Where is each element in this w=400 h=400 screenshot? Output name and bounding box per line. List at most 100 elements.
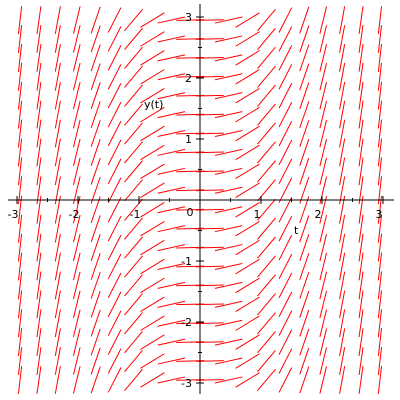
slope-segment-13-18	[257, 27, 276, 50]
slope-segment-1-1	[36, 347, 42, 375]
slope-segment-5-5	[107, 272, 122, 299]
x-tick-label: -1	[130, 208, 141, 221]
slope-segment-17-10	[339, 176, 346, 205]
slope-segment-12-9	[235, 202, 260, 218]
slope-segment-3-13	[72, 119, 81, 148]
slope-segment-11-15	[214, 92, 243, 100]
slope-segment-12-7	[235, 239, 260, 256]
slope-segment-15-13	[299, 120, 310, 147]
slope-segment-4-0	[90, 366, 101, 394]
slope-segment-8-0	[157, 376, 186, 384]
slope-segment-3-11	[72, 157, 81, 186]
slope-segment-2-5	[54, 271, 61, 300]
slope-segment-4-3	[90, 309, 101, 337]
slope-segment-4-12	[90, 139, 101, 166]
slope-segment-14-2	[278, 329, 293, 355]
slope-segment-16-7	[319, 233, 328, 262]
slope-segment-3-2	[72, 328, 81, 356]
slope-segment-2-15	[54, 81, 61, 110]
slope-segment-18-3	[358, 309, 364, 338]
slope-segment-11-12	[214, 148, 243, 156]
slope-segment-5-14	[107, 101, 122, 128]
slope-segment-13-15	[257, 84, 276, 107]
slope-segment-11-5	[214, 281, 243, 289]
slope-segment-13-12	[257, 141, 276, 164]
slope-segment-8-5	[157, 281, 186, 289]
slope-segment-4-15	[90, 82, 101, 110]
slope-segment-7-18	[140, 31, 165, 47]
slope-segment-5-2	[107, 329, 122, 355]
slope-segment-4-7	[90, 234, 101, 261]
slope-segment-12-8	[235, 220, 260, 237]
slope-segment-15-17	[299, 44, 310, 72]
slope-segment-3-15	[72, 81, 81, 110]
slope-segment-7-9	[140, 202, 165, 218]
slope-segment-11-9	[214, 206, 243, 214]
slope-segment-13-19	[257, 9, 276, 32]
slope-segment-4-2	[90, 328, 101, 356]
slope-segment-12-5	[235, 277, 260, 294]
slope-segment-14-4	[278, 291, 293, 318]
slope-segment-19-0	[377, 365, 383, 394]
slope-segment-3-3	[72, 309, 81, 337]
tick-labels: -3 -2 -1 0 1 2 3 -3 -2 -1 1 2 3	[8, 11, 383, 390]
slope-segment-3-0	[72, 366, 81, 394]
axes	[8, 4, 394, 394]
slope-segment-16-19	[319, 6, 328, 34]
slope-segment-4-4	[90, 290, 101, 318]
y-tick-label: -1	[181, 255, 192, 268]
slope-segment-17-16	[339, 62, 346, 91]
slope-segment-3-9	[72, 196, 81, 224]
slope-segment-19-15	[377, 81, 383, 110]
slope-segment-6-12	[124, 141, 143, 164]
slope-segment-3-14	[72, 100, 81, 129]
slope-segment-0-16	[17, 62, 23, 91]
slope-segment-7-7	[140, 239, 165, 256]
slope-segment-18-9	[358, 195, 364, 224]
slope-segment-0-7	[17, 233, 23, 262]
slope-segment-14-12	[278, 139, 293, 166]
slope-segment-14-10	[278, 177, 293, 203]
slope-segment-4-1	[90, 347, 101, 375]
slope-segment-14-0	[278, 367, 293, 393]
slope-segment-14-19	[278, 7, 293, 33]
slope-segment-13-11	[257, 160, 276, 183]
slope-segment-18-4	[358, 290, 364, 319]
slope-segment-0-14	[17, 100, 23, 129]
slope-segment-3-16	[72, 63, 81, 91]
slope-segment-6-19	[124, 9, 143, 32]
slope-segment-3-1	[72, 347, 81, 375]
slope-segment-3-8	[72, 214, 81, 243]
slope-segment-6-17	[124, 46, 143, 69]
slope-segment-15-16	[299, 63, 310, 91]
slope-segment-2-10	[54, 176, 61, 205]
slope-segment-12-10	[235, 182, 260, 198]
slope-segment-16-5	[319, 271, 328, 300]
slope-segment-11-1	[214, 357, 243, 365]
slope-segment-14-16	[278, 64, 293, 90]
slope-segment-8-17	[157, 54, 186, 62]
slope-segment-7-5	[140, 277, 165, 294]
slope-segment-4-16	[90, 63, 101, 91]
slope-segment-1-19	[36, 6, 42, 34]
slope-segment-4-13	[90, 120, 101, 147]
slope-segment-6-7	[124, 236, 143, 259]
slope-segment-16-2	[319, 328, 328, 356]
slope-segment-11-6	[214, 262, 243, 270]
slope-segment-15-7	[299, 234, 310, 261]
slope-segment-11-17	[214, 54, 243, 62]
slope-segment-11-14	[214, 111, 243, 119]
slope-segment-15-2	[299, 328, 310, 356]
slope-segment-11-18	[214, 35, 243, 43]
slope-segment-0-5	[17, 271, 23, 300]
x-tick-label: 0	[187, 206, 194, 219]
slope-segment-5-16	[107, 64, 122, 90]
slope-segment-15-6	[299, 253, 310, 280]
slope-segment-13-6	[257, 255, 276, 278]
slope-segment-0-2	[17, 328, 23, 357]
slope-segment-18-2	[358, 328, 364, 357]
slope-segment-12-17	[235, 50, 260, 66]
slope-segment-14-11	[278, 158, 293, 185]
slope-segment-4-10	[90, 176, 101, 204]
